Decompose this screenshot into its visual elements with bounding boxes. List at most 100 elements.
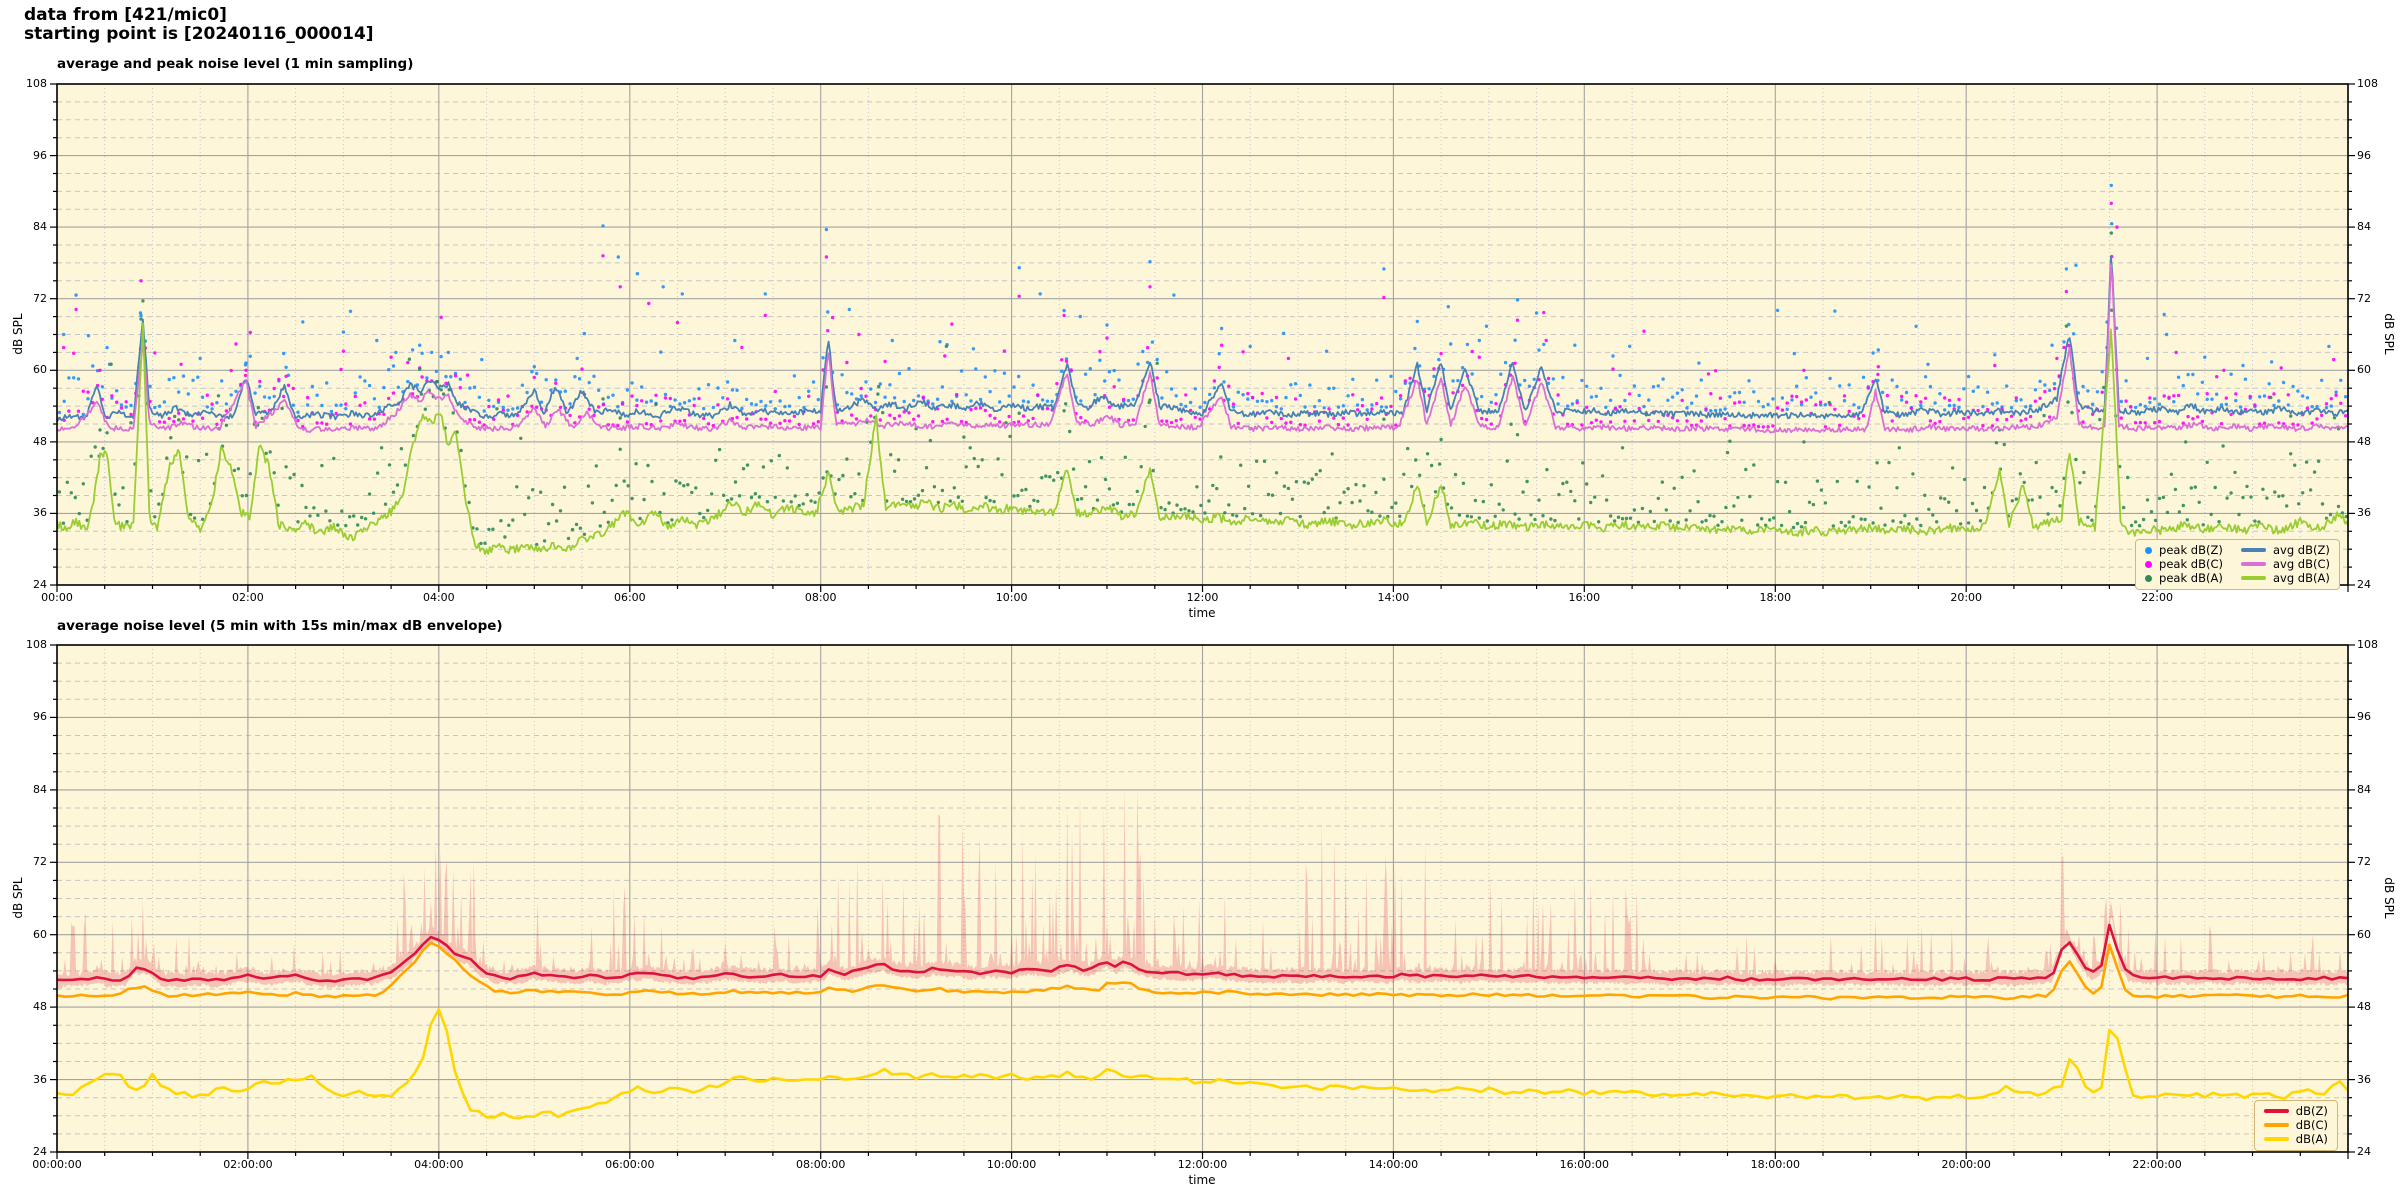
legend-line-marker-icon <box>2263 1109 2289 1113</box>
minmax-envelope <box>57 786 2348 989</box>
x-tick-label: 22:00:00 <box>2132 1158 2182 1171</box>
legend-label: dB(C) <box>2295 1118 2328 1132</box>
y-tick-label-right: 84 <box>2357 220 2371 234</box>
y-tick-label-right: 36 <box>2357 1072 2371 1086</box>
legend-label: avg dB(Z) <box>2272 543 2330 557</box>
y-tick-label-left: 108 <box>26 77 47 90</box>
x-tick-label: 18:00:00 <box>1750 1158 1800 1171</box>
chart2-xlabel: time <box>1188 1173 1216 1187</box>
header-data-source: data from [421/mic0] <box>24 5 227 25</box>
legend-label: avg dB(A) <box>2272 571 2330 585</box>
y-tick-label-right: 60 <box>2357 363 2371 377</box>
legend-item: dB(A) <box>2263 1132 2328 1146</box>
x-tick-label: 08:00 <box>804 591 837 604</box>
line-db-z- <box>56 923 2349 983</box>
x-tick-label: 00:00 <box>41 591 73 604</box>
legend-dot-marker-icon <box>2145 546 2153 554</box>
axes-spines <box>56 83 2349 586</box>
chart2-title: average noise level (5 min with 15s min/… <box>57 618 503 634</box>
x-tick-label: 10:00 <box>995 591 1028 604</box>
chart1-legend: peak dB(Z) peak dB(C) peak dB(A) avg dB(Z) a… <box>2135 539 2340 590</box>
x-tick-label: 06:00:00 <box>605 1158 655 1171</box>
y-tick-label-left: 60 <box>33 363 47 377</box>
axes-spines <box>56 644 2349 1153</box>
scatter-peak-db-z- <box>57 183 2348 417</box>
y-tick-label-right: 108 <box>2357 638 2378 651</box>
y-tick-label-left: 48 <box>33 434 47 448</box>
y-tick-label-right: 60 <box>2357 927 2371 941</box>
y-tick-label-right: 96 <box>2357 710 2371 724</box>
y-tick-label-left: 24 <box>33 578 47 591</box>
scatter-peak-db-c- <box>57 201 2348 429</box>
line-db-a- <box>56 1008 2349 1120</box>
legend-item: peak dB(A) <box>2145 571 2223 585</box>
y-tick-label-left: 24 <box>33 1145 47 1158</box>
y-tick-label-right: 84 <box>2357 782 2371 796</box>
y-tick-label-left: 84 <box>33 220 47 234</box>
chart2-ylabel-left: dB SPL <box>11 877 25 919</box>
legend-item: dB(Z) <box>2263 1104 2328 1118</box>
x-tick-label: 14:00 <box>1377 591 1410 604</box>
legend-label: dB(A) <box>2295 1132 2328 1146</box>
y-tick-label-right: 48 <box>2357 434 2371 448</box>
chart2-ylabel-right: dB SPL <box>2382 877 2396 919</box>
chart1-ylabel-right: dB SPL <box>2382 313 2396 355</box>
x-tick-label: 02:00:00 <box>223 1158 273 1171</box>
legend-item: peak dB(Z) <box>2145 543 2223 557</box>
x-tick-label: 16:00 <box>1568 591 1601 604</box>
y-tick-label-left: 36 <box>33 1072 47 1086</box>
line-avg-db-c- <box>56 263 2349 434</box>
chart1-ylabel-left: dB SPL <box>11 313 25 355</box>
y-tick-label-right: 36 <box>2357 506 2371 520</box>
y-tick-label-right: 96 <box>2357 148 2371 162</box>
legend-line-marker-icon <box>2240 576 2266 580</box>
legend-item: dB(C) <box>2263 1118 2328 1132</box>
scatter-peak-db-a- <box>57 231 2349 547</box>
chart1-xlabel: time <box>1188 606 1216 620</box>
legend-item: avg dB(Z) <box>2240 543 2330 557</box>
legend-dot-marker-icon <box>2145 560 2153 568</box>
x-tick-label: 14:00:00 <box>1368 1158 1419 1171</box>
line-avg-db-z- <box>56 255 2349 423</box>
line-avg-db-a- <box>56 322 2349 555</box>
legend-item: peak dB(C) <box>2145 557 2223 571</box>
x-tick-label: 00:00:00 <box>32 1158 82 1171</box>
y-tick-label-right: 24 <box>2357 578 2371 591</box>
y-tick-label-left: 96 <box>33 148 47 162</box>
line-db-c- <box>56 941 2349 1001</box>
x-tick-label: 04:00 <box>422 591 455 604</box>
x-tick-label: 12:00:00 <box>1177 1158 1228 1171</box>
legend-label: peak dB(C) <box>2159 557 2223 571</box>
header-starting-point: starting point is [20240116_000014] <box>24 24 374 44</box>
legend-item: avg dB(A) <box>2240 571 2330 585</box>
y-tick-label-right: 72 <box>2357 855 2371 869</box>
y-tick-label-right: 24 <box>2357 1145 2371 1158</box>
y-tick-label-right: 48 <box>2357 1000 2371 1014</box>
y-tick-label-left: 108 <box>26 638 47 651</box>
y-tick-label-right: 72 <box>2357 291 2371 305</box>
legend-label: peak dB(A) <box>2159 571 2223 585</box>
legend-item: avg dB(C) <box>2240 557 2330 571</box>
x-tick-label: 20:00 <box>1950 591 1983 604</box>
x-tick-label: 20:00:00 <box>1941 1158 1991 1171</box>
x-tick-label: 16:00:00 <box>1559 1158 1609 1171</box>
legend-line-marker-icon <box>2240 562 2266 566</box>
y-tick-label-left: 96 <box>33 710 47 724</box>
x-tick-label: 12:00 <box>1186 591 1219 604</box>
legend-label: peak dB(Z) <box>2159 543 2223 557</box>
plot-background <box>57 84 2348 585</box>
x-tick-label: 08:00:00 <box>795 1158 846 1171</box>
y-tick-label-left: 60 <box>33 927 47 941</box>
chart1-title: average and peak noise level (1 min samp… <box>57 56 414 72</box>
legend-label: avg dB(C) <box>2272 557 2330 571</box>
y-tick-label-left: 36 <box>33 506 47 520</box>
y-tick-label-right: 108 <box>2357 77 2378 90</box>
legend-line-marker-icon <box>2263 1123 2289 1127</box>
legend-label: dB(Z) <box>2295 1104 2328 1118</box>
legend-line-marker-icon <box>2263 1137 2289 1141</box>
y-tick-label-left: 48 <box>33 1000 47 1014</box>
legend-dot-marker-icon <box>2145 574 2153 582</box>
x-tick-label: 22:00 <box>2141 591 2173 604</box>
x-tick-label: 18:00 <box>1759 591 1792 604</box>
x-tick-label: 04:00:00 <box>414 1158 464 1171</box>
